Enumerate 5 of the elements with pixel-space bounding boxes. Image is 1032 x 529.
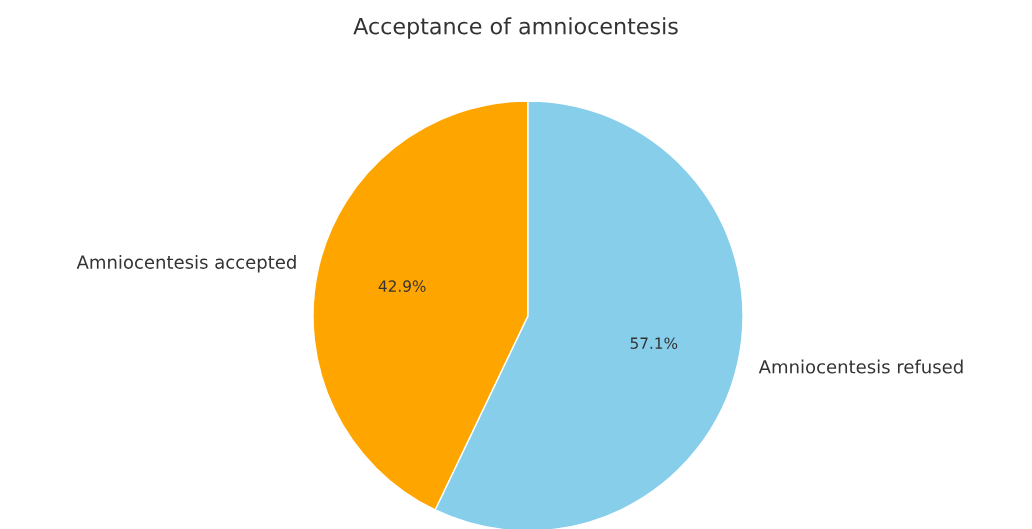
slice-label: Amniocentesis accepted (76, 254, 296, 273)
data-label: 42.9% (378, 280, 426, 292)
chart-title: Acceptance of amniocentesis (353, 17, 678, 39)
slice-label: Amniocentesis refused (758, 359, 963, 374)
data-label: 57.1% (630, 337, 678, 349)
